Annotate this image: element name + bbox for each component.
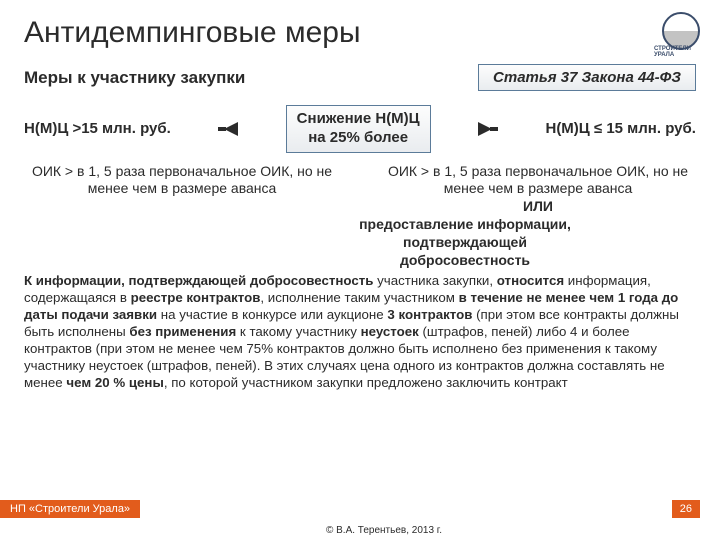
page-title: Антидемпинговые меры (24, 16, 696, 50)
footer: НП «Строители Урала» 26 (0, 500, 720, 518)
reduction-box: Снижение Н(М)Ц на 25% более (286, 105, 431, 153)
mid-box-line1: Снижение Н(М)Ц (297, 110, 420, 129)
oik-left: ОИК > в 1, 5 раза первоначальное ОИК, но… (24, 163, 340, 216)
extra-line2: подтверждающей (403, 234, 527, 250)
subtitle: Меры к участнику закупки (24, 68, 245, 88)
slide: СТРОИТЕЛИ УРАЛА Антидемпинговые меры Мер… (0, 0, 720, 540)
oik-right: ОИК > в 1, 5 раза первоначальное ОИК, но… (380, 163, 696, 216)
arrow-left-icon (218, 122, 238, 136)
or-word: ИЛИ (523, 198, 553, 214)
copyright: © В.А. Терентьев, 2013 г. (24, 525, 720, 536)
logo-caption: СТРОИТЕЛИ УРАЛА (654, 46, 700, 58)
extra-info: предоставление информации, подтверждающе… (24, 215, 696, 270)
extra-line3: добросовестность (400, 252, 530, 268)
oik-row: ОИК > в 1, 5 раза первоначальное ОИК, но… (24, 163, 696, 216)
header-row: Меры к участнику закупки Статья 37 Закон… (24, 64, 696, 91)
arrow-right-icon (478, 122, 498, 136)
page-number: 26 (672, 500, 700, 518)
mid-box-line2: на 25% более (297, 129, 420, 148)
right-condition: Н(М)Ц ≤ 15 млн. руб. (545, 120, 695, 137)
footer-org: НП «Строители Урала» (0, 500, 140, 518)
left-condition: Н(М)Ц >15 млн. руб. (24, 120, 171, 137)
extra-line1: предоставление информации, (359, 216, 571, 232)
oik-right-text: ОИК > в 1, 5 раза первоначальное ОИК, но… (388, 163, 688, 197)
logo: СТРОИТЕЛИ УРАЛА (654, 12, 700, 58)
logo-icon (662, 12, 700, 50)
conditions-row: Н(М)Ц >15 млн. руб. Снижение Н(М)Ц на 25… (24, 105, 696, 153)
law-reference-box: Статья 37 Закона 44-ФЗ (478, 64, 696, 91)
main-paragraph: К информации, подтверждающей добросовест… (24, 272, 696, 391)
